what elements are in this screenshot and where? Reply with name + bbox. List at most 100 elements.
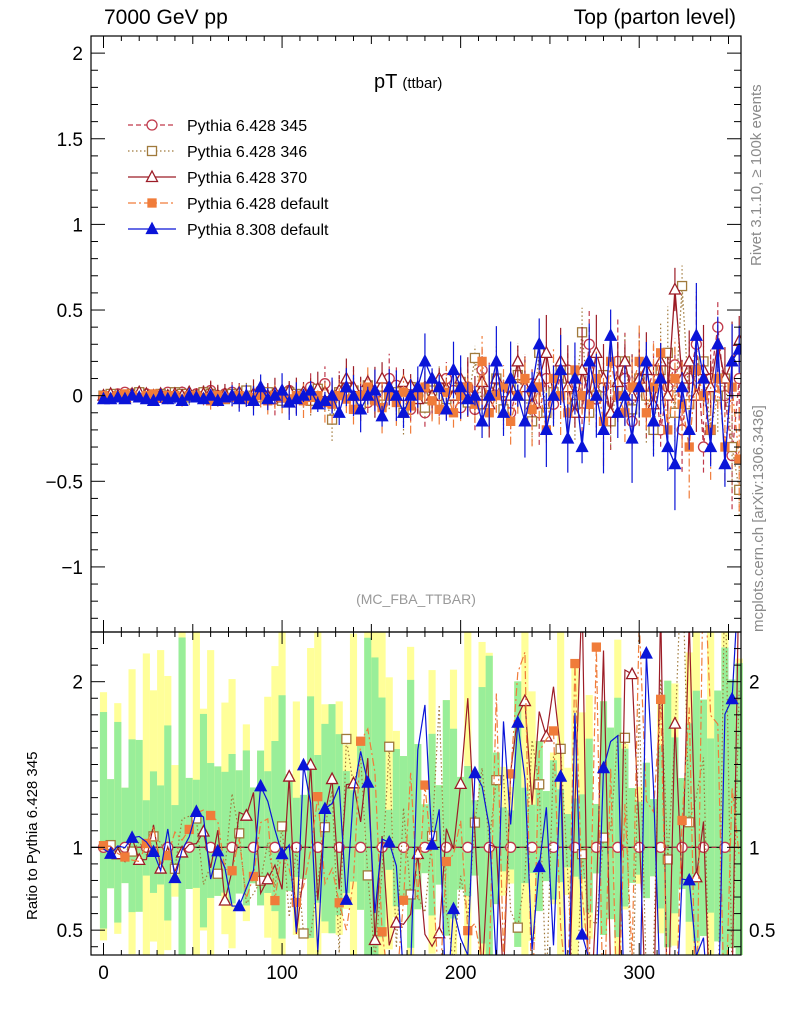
ratio-band-green xyxy=(192,779,200,888)
ratio-band-green xyxy=(492,752,500,905)
ratio-band-green xyxy=(735,663,743,955)
ratio-point xyxy=(141,838,152,849)
data-point xyxy=(496,405,511,418)
ratio-band-green xyxy=(257,750,265,906)
data-point xyxy=(239,388,253,401)
ratio-band-green xyxy=(278,695,286,939)
data-point xyxy=(432,379,446,393)
ratio-band-green xyxy=(521,787,529,884)
ratio-band-green xyxy=(578,794,586,880)
ratio-band-green xyxy=(342,771,350,894)
ratio-point xyxy=(98,841,109,851)
ratio-band-green xyxy=(399,756,408,903)
data-point xyxy=(618,388,632,401)
data-point xyxy=(275,383,289,396)
data-point xyxy=(454,379,468,393)
ratio-point xyxy=(639,646,653,659)
legend-marker xyxy=(145,221,159,235)
ratio-band-green xyxy=(364,637,372,955)
ratio-point xyxy=(163,850,173,861)
data-point xyxy=(668,456,682,470)
ratio-band-green xyxy=(221,771,229,893)
ratio-band-green xyxy=(407,679,415,948)
x-tick-label: 200 xyxy=(445,963,477,984)
data-point xyxy=(718,456,732,470)
ratio-band-green xyxy=(535,741,543,912)
data-point xyxy=(725,354,739,367)
data-point xyxy=(189,389,203,403)
legend-label: Pythia 8.308 default xyxy=(187,222,329,239)
ratio-point xyxy=(462,841,474,853)
ratio-band-green xyxy=(228,754,236,904)
ratio-point xyxy=(168,870,182,884)
ratio-band-green xyxy=(378,697,386,938)
ratio-band-green xyxy=(664,680,672,948)
ratio-point xyxy=(655,694,666,705)
ratio-band-green xyxy=(721,647,729,955)
data-point xyxy=(704,379,718,393)
ratio-point xyxy=(677,815,687,826)
y-tick-label: 1 xyxy=(72,215,83,236)
data-point xyxy=(527,404,537,415)
data-point xyxy=(125,388,139,401)
legend-label: Pythia 6.428 370 xyxy=(187,170,307,187)
ratio-band-green xyxy=(592,803,600,874)
data-point xyxy=(505,416,516,426)
ratio-band-green xyxy=(349,790,358,882)
ratio-band-green xyxy=(542,791,550,882)
ratio-point xyxy=(132,852,146,866)
data-point xyxy=(368,383,382,396)
ratio-point xyxy=(405,889,416,900)
ratio-point xyxy=(125,830,139,843)
data-point xyxy=(646,413,661,427)
ratio-band-green xyxy=(249,787,258,884)
ratio-point xyxy=(591,642,602,652)
data-point xyxy=(675,379,689,393)
ratio-y-tick-label: 0.5 xyxy=(57,921,83,942)
ratio-y-tick-label-right: 0.5 xyxy=(749,921,775,942)
mcplots-label: mcplots.cern.ch [arXiv:1306.3436] xyxy=(750,405,767,632)
ratio-band-green xyxy=(564,814,572,868)
y-tick-label: −1 xyxy=(61,558,83,579)
ratio-point xyxy=(104,846,118,859)
ratio-point xyxy=(575,927,589,940)
ratio-point xyxy=(534,779,545,790)
data-point xyxy=(332,405,346,418)
data-point xyxy=(246,393,261,406)
ratio-point xyxy=(212,868,223,879)
data-point xyxy=(439,401,453,415)
data-point xyxy=(539,345,553,358)
data-point xyxy=(561,431,575,444)
ratio-point xyxy=(261,871,275,885)
data-point xyxy=(575,439,589,453)
data-point xyxy=(111,389,125,403)
ratio-line xyxy=(103,632,740,955)
ratio-point xyxy=(346,775,361,789)
ratio-band-green xyxy=(164,725,172,921)
ratio-point xyxy=(570,658,580,669)
ratio-point xyxy=(454,776,468,790)
ratio-point xyxy=(339,892,353,905)
x-tick-label: 0 xyxy=(98,963,109,984)
ratio-point xyxy=(619,732,631,743)
ratio-band-green xyxy=(414,744,422,910)
data-point xyxy=(568,371,582,384)
ratio-point xyxy=(211,843,225,857)
data-point xyxy=(696,371,711,384)
data-point xyxy=(525,379,539,393)
ratio-point xyxy=(318,801,332,815)
ratio-point xyxy=(291,897,302,908)
ratio-band-green xyxy=(485,655,493,955)
ratio-band-green xyxy=(435,785,443,885)
ratio-y-tick-label-right: 2 xyxy=(749,673,760,694)
ratio-band-green xyxy=(157,785,165,885)
ratio-band-green xyxy=(371,657,379,955)
data-point xyxy=(182,388,196,401)
data-point xyxy=(625,431,639,444)
ratio-point xyxy=(384,741,395,752)
ratio-point xyxy=(362,870,373,881)
ratio-band-green xyxy=(599,701,608,935)
ratio-point xyxy=(319,822,331,833)
data-point xyxy=(632,379,646,393)
